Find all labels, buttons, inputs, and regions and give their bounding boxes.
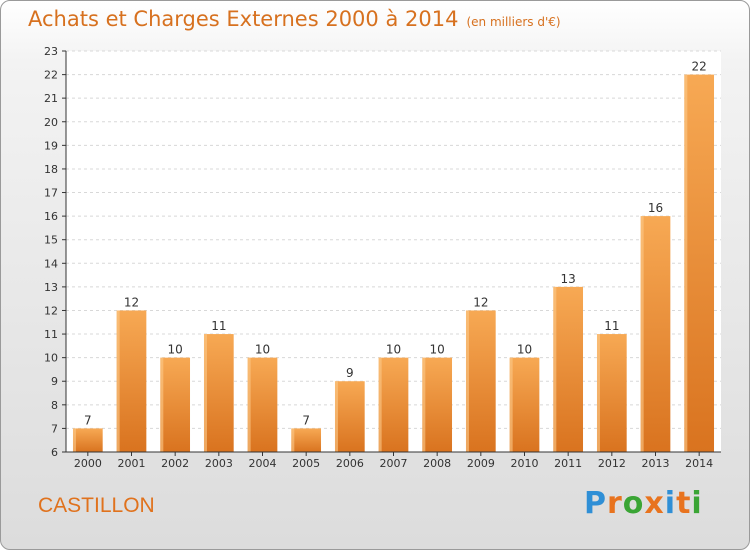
x-tick-label: 2014: [685, 457, 713, 470]
y-tick-label: 17: [44, 187, 58, 200]
bar-highlight: [640, 216, 644, 452]
x-tick-label: 2003: [205, 457, 233, 470]
data-label: 22: [692, 60, 707, 74]
bar: [422, 357, 453, 452]
x-tick-label: 2006: [336, 457, 364, 470]
logo-letter: i: [691, 486, 703, 521]
y-tick-label: 8: [51, 399, 58, 412]
x-tick-label: 2005: [292, 457, 320, 470]
y-tick-label: 7: [51, 422, 58, 435]
y-tick-label: 9: [51, 375, 58, 388]
bar-highlight: [378, 357, 382, 452]
bar: [378, 357, 409, 452]
chart-title-text: Achats et Charges Externes 2000 à 2014: [28, 7, 459, 31]
x-tick-label: 2010: [511, 457, 539, 470]
logo-letter: i: [664, 486, 677, 521]
y-tick-label: 23: [44, 45, 58, 58]
y-tick-label: 21: [44, 92, 58, 105]
bar: [553, 286, 584, 452]
x-tick-label: 2002: [161, 457, 189, 470]
data-label: 9: [346, 366, 354, 380]
bar: [203, 334, 234, 452]
bar-highlight: [116, 310, 120, 452]
data-label: 10: [168, 343, 183, 357]
chart-title: Achats et Charges Externes 2000 à 2014 (e…: [28, 7, 561, 31]
data-label: 10: [517, 343, 532, 357]
bar: [334, 381, 365, 452]
data-label: 10: [386, 343, 401, 357]
x-tick-label: 2012: [598, 457, 626, 470]
bar-highlight: [465, 310, 469, 452]
data-label: 10: [430, 343, 445, 357]
bars: [72, 74, 715, 453]
bar: [640, 216, 671, 452]
data-label: 7: [302, 413, 310, 427]
y-tick-label: 18: [44, 163, 58, 176]
x-tick-label: 2001: [118, 457, 146, 470]
data-label: 11: [604, 319, 619, 333]
y-tick-label: 22: [44, 69, 58, 82]
proxiti-logo[interactable]: Proxiti: [584, 486, 703, 521]
bar: [465, 310, 496, 452]
logo-letter: t: [676, 486, 692, 521]
bar-highlight: [422, 357, 426, 452]
logo-letter: x: [644, 486, 665, 521]
y-tick-label: 15: [44, 234, 58, 247]
data-label: 11: [211, 319, 226, 333]
bar-highlight: [334, 381, 338, 452]
bar: [684, 74, 715, 453]
data-label: 13: [561, 272, 576, 286]
y-tick-label: 19: [44, 139, 58, 152]
logo-letter: o: [622, 486, 645, 521]
x-tick-labels: 2000 2001 2002 2003 2004 2005 2006 2007 2008 2009…: [74, 457, 713, 470]
data-labels: 7 12 10 11 10 7 9 10 10 12 10 13 11 16 22: [84, 60, 707, 428]
axes: [62, 50, 721, 456]
bar: [247, 357, 278, 452]
bar-highlight: [247, 357, 251, 452]
y-tick-label: 20: [44, 116, 58, 129]
y-tick-label: 10: [44, 352, 58, 365]
chart-unit: (en milliers d'€): [466, 15, 561, 29]
bar-highlight: [684, 74, 688, 453]
bar-highlight: [553, 286, 557, 452]
bar-highlight: [509, 357, 513, 452]
bar: [596, 334, 627, 452]
x-tick-label: 2011: [554, 457, 582, 470]
data-label: 16: [648, 201, 663, 215]
bar-highlight: [72, 428, 76, 452]
y-tick-label: 12: [44, 304, 58, 317]
bar-highlight: [203, 334, 207, 452]
x-tick-label: 2013: [642, 457, 670, 470]
data-label: 7: [84, 413, 92, 427]
y-tick-label: 11: [44, 328, 58, 341]
y-tick-label: 16: [44, 210, 58, 223]
x-tick-label: 2009: [467, 457, 495, 470]
data-label: 12: [473, 295, 488, 309]
data-label: 10: [255, 343, 270, 357]
bar: [291, 428, 322, 452]
x-tick-label: 2000: [74, 457, 102, 470]
bar-highlight: [291, 428, 295, 452]
bar-highlight: [160, 357, 164, 452]
bar: [72, 428, 103, 452]
y-tick-label: 14: [44, 257, 58, 270]
commune-name: CASTILLON: [38, 494, 155, 517]
bar: [116, 310, 147, 452]
bar: [160, 357, 191, 452]
x-tick-label: 2004: [249, 457, 277, 470]
logo-letter: P: [584, 486, 607, 521]
data-label: 12: [124, 295, 139, 309]
logo-letter: r: [607, 486, 623, 521]
bar: [509, 357, 540, 452]
y-tick-labels: 6 7 8 9 10 11 12 13 14 15 16 17 18 19 20 21 22 23: [44, 45, 58, 459]
x-tick-label: 2008: [423, 457, 451, 470]
bar-highlight: [596, 334, 600, 452]
y-tick-label: 6: [51, 446, 58, 459]
x-tick-label: 2007: [380, 457, 408, 470]
y-tick-label: 13: [44, 281, 58, 294]
